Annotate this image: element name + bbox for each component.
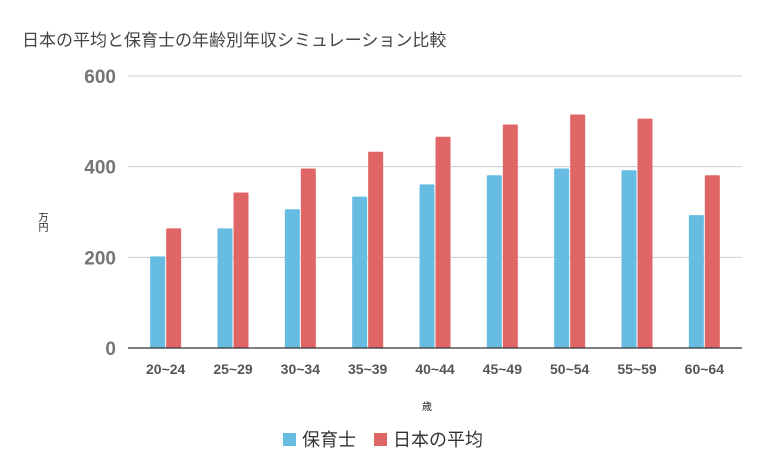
bar-japan-average	[435, 136, 451, 348]
y-tick-label: 200	[84, 248, 116, 269]
x-tick-label: 45~49	[483, 361, 523, 377]
bar-japan-average	[300, 168, 316, 348]
chart-title: 日本の平均と保育士の年齢別年収シミュレーション比較	[22, 31, 447, 51]
bar-japan-average	[637, 118, 653, 348]
x-tick-label: 55~59	[617, 361, 657, 377]
legend-swatch	[374, 432, 387, 446]
bar-japan-average	[704, 175, 720, 348]
bar-hoikushi	[217, 228, 233, 348]
legend: 保育士 日本の平均	[0, 426, 766, 452]
bar-japan-average	[166, 228, 182, 348]
bar-hoikushi	[688, 215, 704, 348]
legend-label: 日本の平均	[393, 430, 483, 451]
y-tick-label: 600	[84, 67, 116, 88]
bar-japan-average	[502, 124, 518, 348]
x-tick-label: 25~29	[213, 361, 253, 377]
bar-japan-average	[368, 151, 384, 348]
x-tick-label: 50~54	[550, 361, 590, 377]
bar-hoikushi	[621, 170, 637, 348]
bar-hoikushi	[284, 209, 300, 348]
x-tick-label: 30~34	[281, 361, 321, 377]
bar-hoikushi	[150, 256, 166, 348]
x-tick-label: 40~44	[415, 361, 455, 377]
y-axis-label: 万円	[36, 212, 47, 232]
legend-label: 保育士	[302, 430, 356, 451]
legend-swatch	[283, 432, 296, 446]
y-tick-label: 0	[105, 339, 116, 360]
bar-japan-average	[233, 192, 249, 348]
x-tick-label: 35~39	[348, 361, 388, 377]
bar-hoikushi	[352, 196, 368, 348]
x-tick-label: 20~24	[146, 361, 186, 377]
bar-hoikushi	[419, 184, 435, 348]
legend-item: 保育士	[283, 426, 356, 452]
x-tick-label: 60~64	[685, 361, 725, 377]
bar-japan-average	[570, 114, 586, 349]
bar-hoikushi	[486, 175, 502, 348]
bar-hoikushi	[554, 168, 570, 348]
y-tick-label: 400	[84, 158, 116, 179]
legend-item: 日本の平均	[374, 426, 483, 452]
x-axis-label: 歳	[422, 402, 432, 413]
